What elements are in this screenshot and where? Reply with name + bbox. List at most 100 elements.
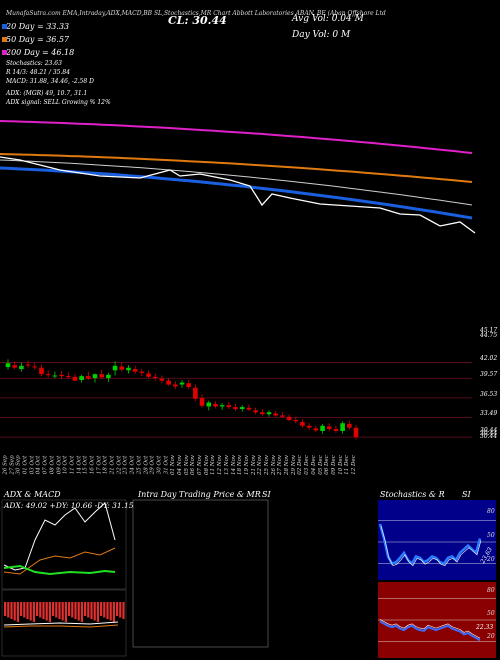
stoch-level-20: 20 xyxy=(487,556,495,563)
candle-body xyxy=(193,387,198,399)
date-tick-label: 09 Oct xyxy=(55,455,62,475)
candle-body xyxy=(347,423,352,428)
adx-signal-label: ADX signal: SELL Growing % 12% xyxy=(6,99,111,106)
macd-hist-bar xyxy=(32,602,35,622)
candle-body xyxy=(313,428,319,431)
macd-hist-bar xyxy=(52,602,55,616)
date-tick-label: 12 Dec xyxy=(350,455,357,475)
macd-hist-bar xyxy=(112,602,115,622)
date-tick-label: 01 Nov xyxy=(170,455,177,475)
macd-hist-bar xyxy=(55,602,58,618)
candle-body xyxy=(179,382,185,385)
date-tick-label: 01 Oct xyxy=(22,455,29,475)
rsi-level-50: 50 xyxy=(487,610,495,617)
candle-body xyxy=(79,376,84,380)
macd-hist-bar xyxy=(61,602,64,621)
candle-body xyxy=(72,376,78,381)
date-tick-label: 05 Dec xyxy=(317,455,324,475)
candle-body xyxy=(293,420,299,422)
adx-label: ADX: (MGR) 49, 10.7, 31.1 xyxy=(6,90,88,97)
date-tick-label: 21 Oct xyxy=(109,455,116,475)
stoch-level-80: 80 xyxy=(487,508,495,515)
candle-body xyxy=(86,376,91,379)
macd-hist-bar xyxy=(26,602,29,619)
date-tick-label: 06 Nov xyxy=(190,455,197,475)
candle-body xyxy=(206,402,212,407)
date-tick-label: 29 Oct xyxy=(149,455,156,475)
date-tick-label: 22 Oct xyxy=(116,455,123,475)
date-tick-label: 18 Oct xyxy=(102,455,109,475)
candle-body xyxy=(12,365,17,368)
date-tick-label: 12 Nov xyxy=(217,455,224,475)
candle-body xyxy=(300,421,305,426)
date-tick-label: 07 Oct xyxy=(42,455,49,475)
macd-hist-bar xyxy=(100,602,103,616)
macd-hist-bar xyxy=(48,602,51,622)
candle-body xyxy=(239,407,245,410)
macd-white-line xyxy=(3,621,119,626)
candle-body xyxy=(306,425,312,428)
stoch-k-line xyxy=(378,523,482,566)
macd-hist-bar xyxy=(80,602,83,622)
macd-hist-bar xyxy=(77,602,80,621)
macd-hist-bar xyxy=(42,602,45,619)
macd-hist-bar xyxy=(103,602,106,618)
candle-body xyxy=(273,413,278,416)
candle-body xyxy=(92,374,98,379)
date-tick-label: 28 Nov xyxy=(284,455,291,475)
macd-hist-bar xyxy=(10,602,13,619)
date-tick-label: 04 Oct xyxy=(35,455,42,475)
candle-body xyxy=(25,364,31,366)
adx-orange-line xyxy=(3,547,116,575)
date-tick-label: 11 Dec xyxy=(344,455,351,475)
rsi-line xyxy=(379,620,481,642)
candle-body xyxy=(59,374,64,377)
candle-body xyxy=(219,405,225,407)
date-tick-label: 27 Sep xyxy=(9,455,16,475)
macd-hist-bar xyxy=(29,602,32,621)
macd-label: MACD: 31.88, 34.46, -2.58 D xyxy=(6,78,94,85)
rsi-signal-line xyxy=(379,619,481,639)
price-level-label: 42.02 xyxy=(480,355,498,363)
dma200-label: 200 Day = 46.18 xyxy=(6,48,75,57)
candle-body xyxy=(266,412,272,415)
price-bottom-label: 30.44 xyxy=(480,433,498,440)
adx-readout: ADX: 49.02 +DY: 10.66 -DY: 31.15 xyxy=(4,501,134,510)
dma50-label: 50 Day = 36.57 xyxy=(6,35,70,44)
date-tick-label: 30 Oct xyxy=(156,455,163,475)
macd-hist-bar xyxy=(90,602,93,619)
date-tick-label: 15 Oct xyxy=(82,455,89,475)
macd-hist-bar xyxy=(84,602,87,616)
date-tick-label: 23 Oct xyxy=(122,455,129,475)
close-price-label: CL: 30.44 xyxy=(168,14,227,27)
candle-body xyxy=(199,398,205,406)
macd-orange-line xyxy=(3,624,119,628)
candle-body xyxy=(139,371,145,373)
date-tick-label: 09 Dec xyxy=(330,455,337,475)
candle-body xyxy=(132,369,138,372)
candle-body xyxy=(39,367,44,375)
candle-body xyxy=(260,412,265,415)
date-tick-label: 25 Nov xyxy=(263,455,270,475)
price-level-label: 39.57 xyxy=(480,371,498,379)
macd-hist-bar xyxy=(13,602,16,621)
intraday-si-label: SI xyxy=(262,490,271,499)
adx-panel-frame xyxy=(1,499,127,590)
stoch-si-label: SI xyxy=(462,490,471,499)
avg-volume-label: Avg Vol: 0.04 M xyxy=(292,14,364,24)
candle-body xyxy=(19,365,24,370)
candle-body xyxy=(340,423,345,431)
price-level-label: 36.53 xyxy=(480,390,498,398)
stoch-panel-frame xyxy=(378,500,496,580)
candle-body xyxy=(32,366,38,368)
candle-body xyxy=(159,378,165,381)
date-tick-label: 07 Nov xyxy=(197,455,204,475)
dma20-label: 20 Day = 33.33 xyxy=(6,22,70,31)
ema-line-orange xyxy=(0,153,473,183)
date-tick-label: 30 Sep xyxy=(16,455,23,475)
price-level-label: 30.44 xyxy=(480,430,498,438)
macd-hist-bar xyxy=(122,602,125,619)
macd-hist-bar xyxy=(58,602,61,619)
macd-hist-bar xyxy=(39,602,42,618)
date-tick-label: 21 Nov xyxy=(250,455,257,475)
